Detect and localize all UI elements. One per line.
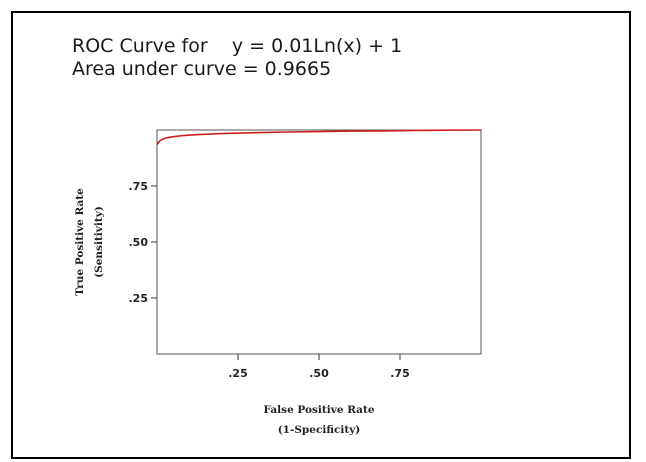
y-tick-label: .25	[129, 292, 149, 305]
x-axis-sublabel: (1-Specificity)	[278, 424, 361, 436]
chart-frame	[11, 11, 631, 459]
plot-area	[156, 129, 482, 355]
x-tick-label: .75	[390, 367, 410, 380]
roc-curve-line	[156, 129, 482, 146]
x-tick-label: .50	[309, 367, 329, 380]
y-tick-label: .75	[129, 180, 149, 193]
y-tick-label: .50	[129, 236, 149, 249]
y-axis-label: True Positive Rate	[74, 188, 86, 296]
chart-title: ROC Curve for y = 0.01Ln(x) + 1	[72, 35, 403, 57]
x-axis-label: False Positive Rate	[263, 404, 374, 416]
x-tick-label: .25	[228, 367, 248, 380]
chart-subtitle: Area under curve = 0.9665	[72, 58, 332, 80]
y-axis-sublabel: (Sensitivity)	[93, 206, 105, 278]
